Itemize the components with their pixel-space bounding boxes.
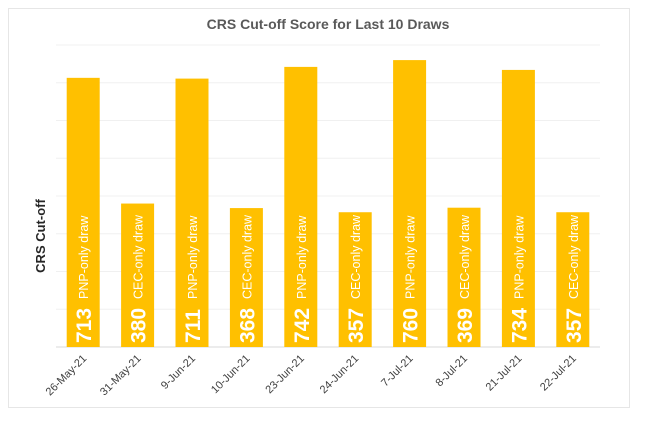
draw-type-label: PNP-only draw	[404, 215, 418, 299]
y-axis-label: CRS Cut-off	[33, 199, 48, 273]
x-tick-label: 31-May-21	[98, 353, 144, 399]
bar-10-Jun-21	[229, 208, 263, 347]
bar-8-Jul-21	[447, 207, 481, 347]
draw-type-label: CEC-only draw	[458, 214, 472, 299]
bar-23-Jun-21	[284, 66, 318, 348]
bar-9-Jun-21	[175, 78, 209, 347]
data-label: 742	[291, 308, 314, 343]
draw-type-label: PNP-only draw	[295, 215, 309, 299]
draw-type-label: PNP-only draw	[512, 215, 526, 299]
draw-type-label: CEC-only draw	[132, 214, 146, 299]
draw-type-label: CEC-only draw	[349, 214, 363, 299]
draw-type-label: PNP-only draw	[186, 215, 200, 299]
bars: 713 PNP-only draw 380 CEC-only draw 711 PNP-o…	[66, 60, 590, 348]
bar-21-Jul-21	[501, 69, 535, 347]
x-tick-label: 21-Jul-21	[484, 353, 525, 394]
draw-type-label: CEC-only draw	[567, 214, 581, 299]
x-tick-label: 23-Jun-21	[263, 353, 307, 397]
x-tick-label: 24-Jun-21	[318, 353, 362, 397]
data-label: 357	[345, 308, 368, 343]
x-tick-label: 8-Jul-21	[434, 353, 471, 390]
x-tick-label: 10-Jun-21	[209, 353, 253, 397]
x-tick-label: 22-Jul-21	[538, 353, 579, 394]
x-axis-ticks: 26-May-21 31-May-21 9-Jun-21 10-Jun-21 23-Ju…	[44, 353, 579, 399]
data-label: 369	[454, 308, 477, 343]
data-label: 734	[508, 308, 531, 343]
data-label: 368	[236, 308, 259, 343]
draw-type-label: PNP-only draw	[77, 215, 91, 299]
data-label: 357	[563, 308, 586, 343]
x-tick-label: 9-Jun-21	[159, 353, 198, 392]
x-tick-label: 26-May-21	[44, 353, 90, 399]
data-label: 713	[73, 308, 96, 343]
bar-31-May-21	[121, 203, 155, 347]
chart-title: CRS Cut-off Score for Last 10 Draws	[206, 16, 450, 32]
data-label: 380	[128, 308, 151, 343]
data-label: 760	[400, 308, 423, 343]
bar-26-May-21	[66, 77, 100, 347]
bar-24-Jun-21	[338, 212, 372, 347]
bar-22-Jul-21	[556, 212, 590, 347]
bar-7-Jul-21	[393, 60, 427, 347]
data-label: 711	[182, 309, 205, 343]
x-tick-label: 7-Jul-21	[379, 353, 416, 390]
draw-type-label: CEC-only draw	[240, 214, 254, 299]
